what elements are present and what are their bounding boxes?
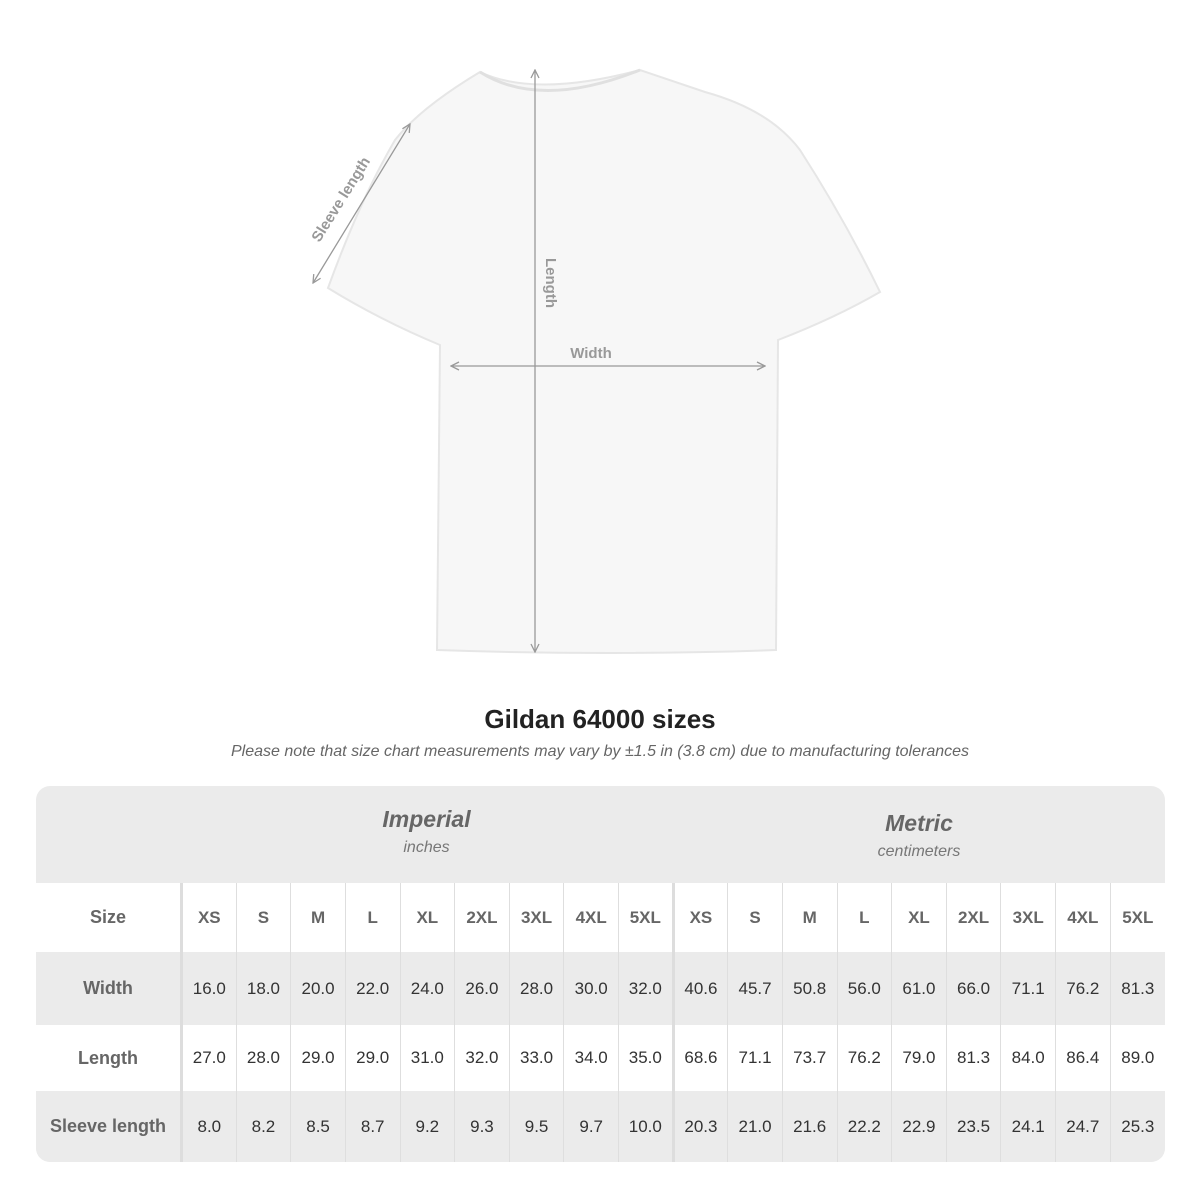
metric-cell: 71.1 bbox=[1000, 952, 1056, 1025]
width-label: Width bbox=[570, 345, 612, 362]
imperial-cell: 10.0 bbox=[618, 1091, 674, 1162]
imperial-cell: 9.2 bbox=[399, 1091, 455, 1162]
metric-cell: 71.1 bbox=[727, 1025, 783, 1091]
imperial-cell: 16.0 bbox=[180, 952, 237, 1025]
metric-cell: 73.7 bbox=[781, 1025, 837, 1091]
metric-cell: 23.5 bbox=[945, 1091, 1001, 1162]
metric-cell: 24.1 bbox=[1000, 1091, 1056, 1162]
imperial-cell: 8.2 bbox=[235, 1091, 291, 1162]
size-header-cell: 2XL bbox=[945, 883, 1001, 952]
row-label: Length bbox=[36, 1025, 182, 1091]
size-header-row: Size XS S M L XL 2XL 3XL 4XL 5XL XS S M L XL 2XL 3XL 4XL 5… bbox=[36, 883, 1165, 952]
imperial-cell: 30.0 bbox=[563, 952, 619, 1025]
sleeve-arrow bbox=[313, 124, 410, 283]
table-row: Width 16.0 18.0 20.0 22.0 24.0 26.0 28.0 30.0 32.… bbox=[36, 952, 1165, 1025]
imperial-cell: 9.7 bbox=[563, 1091, 619, 1162]
size-table: Imperial inches Metric centimeters Size X… bbox=[36, 786, 1165, 1162]
imperial-cell: 8.5 bbox=[290, 1091, 346, 1162]
size-header-cell: XL bbox=[891, 883, 947, 952]
tolerance-note: Please note that size chart measurements… bbox=[230, 743, 970, 760]
imperial-cell: 8.0 bbox=[180, 1091, 237, 1162]
imperial-cell: 9.3 bbox=[454, 1091, 510, 1162]
size-header-cell: 2XL bbox=[454, 883, 510, 952]
metric-cell: 76.2 bbox=[1055, 952, 1111, 1025]
size-header-cell: 5XL bbox=[618, 883, 674, 952]
size-header-cell: 5XL bbox=[1109, 883, 1165, 952]
imperial-cell: 29.0 bbox=[344, 1025, 400, 1091]
metric-cell: 24.7 bbox=[1055, 1091, 1111, 1162]
size-header-cell: XS bbox=[180, 883, 237, 952]
size-header-cell: L bbox=[836, 883, 892, 952]
imperial-cell: 22.0 bbox=[344, 952, 400, 1025]
imperial-cell: 31.0 bbox=[399, 1025, 455, 1091]
metric-cell: 56.0 bbox=[836, 952, 892, 1025]
size-header-cell: M bbox=[781, 883, 837, 952]
metric-header: Metric centimeters bbox=[673, 786, 1165, 883]
metric-cell: 25.3 bbox=[1109, 1091, 1165, 1162]
length-label: Length bbox=[542, 258, 559, 308]
metric-cell: 22.9 bbox=[891, 1091, 947, 1162]
size-header-cell: 3XL bbox=[508, 883, 564, 952]
metric-cell: 20.3 bbox=[671, 1091, 728, 1162]
metric-cell: 40.6 bbox=[671, 952, 728, 1025]
metric-cell: 66.0 bbox=[945, 952, 1001, 1025]
chart-title: Gildan 64000 sizes bbox=[484, 704, 716, 734]
size-header-cell: 3XL bbox=[1000, 883, 1056, 952]
size-header-cell: XS bbox=[671, 883, 728, 952]
row-label: Width bbox=[36, 952, 182, 1025]
imperial-cell: 32.0 bbox=[618, 952, 674, 1025]
metric-cell: 79.0 bbox=[891, 1025, 947, 1091]
size-label: Size bbox=[36, 883, 182, 952]
metric-cell: 81.3 bbox=[945, 1025, 1001, 1091]
imperial-cell: 32.0 bbox=[454, 1025, 510, 1091]
size-header-cell: M bbox=[290, 883, 346, 952]
imperial-cell: 33.0 bbox=[508, 1025, 564, 1091]
metric-cell: 21.0 bbox=[727, 1091, 783, 1162]
metric-cell: 61.0 bbox=[891, 952, 947, 1025]
size-header-cell: L bbox=[344, 883, 400, 952]
size-header-cell: 4XL bbox=[563, 883, 619, 952]
metric-cell: 76.2 bbox=[836, 1025, 892, 1091]
imperial-cell: 20.0 bbox=[290, 952, 346, 1025]
metric-cell: 22.2 bbox=[836, 1091, 892, 1162]
imperial-cell: 26.0 bbox=[454, 952, 510, 1025]
tshirt-diagram: Sleeve length Length Width bbox=[308, 68, 882, 654]
size-header-cell: 4XL bbox=[1055, 883, 1111, 952]
size-header-cell: S bbox=[727, 883, 783, 952]
metric-unit: centimeters bbox=[877, 843, 961, 860]
imperial-title: Imperial bbox=[382, 806, 471, 832]
imperial-unit: inches bbox=[403, 839, 450, 856]
metric-cell: 68.6 bbox=[671, 1025, 728, 1091]
imperial-header: Imperial inches bbox=[180, 786, 673, 883]
size-header-cell: S bbox=[235, 883, 291, 952]
imperial-cell: 24.0 bbox=[399, 952, 455, 1025]
imperial-cell: 9.5 bbox=[508, 1091, 564, 1162]
imperial-cell: 35.0 bbox=[618, 1025, 674, 1091]
imperial-cell: 27.0 bbox=[180, 1025, 237, 1091]
row-label: Sleeve length bbox=[36, 1091, 182, 1162]
metric-cell: 81.3 bbox=[1109, 952, 1165, 1025]
size-header-cell: XL bbox=[399, 883, 455, 952]
table-row: Sleeve length 8.0 8.2 8.5 8.7 9.2 9.3 9.5 9.7 10.… bbox=[36, 1091, 1165, 1162]
metric-cell: 86.4 bbox=[1055, 1025, 1111, 1091]
metric-cell: 84.0 bbox=[1000, 1025, 1056, 1091]
metric-cell: 21.6 bbox=[781, 1091, 837, 1162]
size-grid: Size XS S M L XL 2XL 3XL 4XL 5XL XS S M L XL 2XL 3XL 4XL 5… bbox=[36, 883, 1165, 1162]
metric-title: Metric bbox=[885, 810, 953, 836]
imperial-cell: 18.0 bbox=[235, 952, 291, 1025]
imperial-cell: 28.0 bbox=[508, 952, 564, 1025]
imperial-cell: 28.0 bbox=[235, 1025, 291, 1091]
imperial-cell: 8.7 bbox=[344, 1091, 400, 1162]
metric-cell: 50.8 bbox=[781, 952, 837, 1025]
imperial-cell: 34.0 bbox=[563, 1025, 619, 1091]
metric-cell: 45.7 bbox=[727, 952, 783, 1025]
imperial-cell: 29.0 bbox=[290, 1025, 346, 1091]
metric-cell: 89.0 bbox=[1109, 1025, 1165, 1091]
table-row: Length 27.0 28.0 29.0 29.0 31.0 32.0 33.0 34.0 35… bbox=[36, 1025, 1165, 1091]
